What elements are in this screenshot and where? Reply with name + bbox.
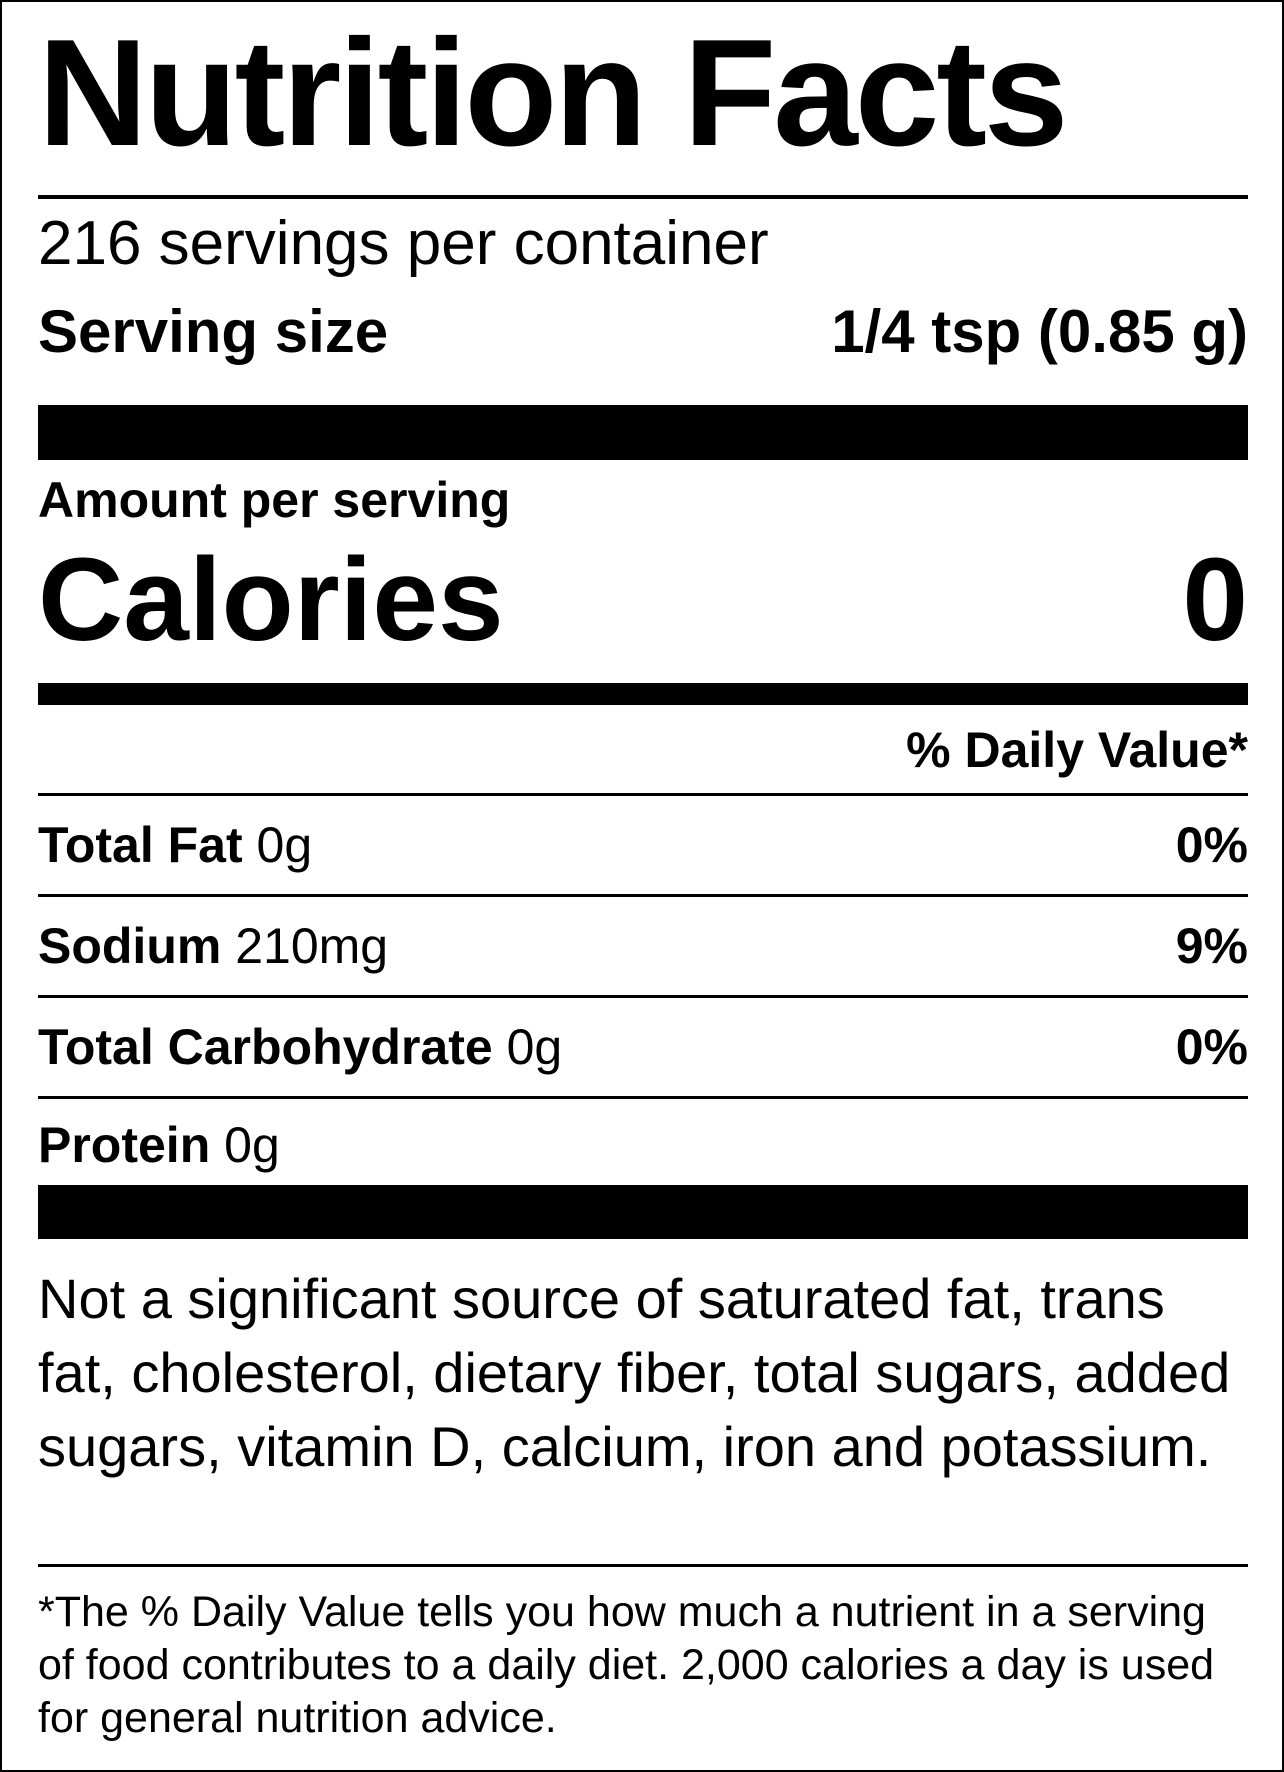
serving-size-row: Serving size 1/4 tsp (0.85 g) bbox=[38, 296, 1248, 368]
label-title: Nutrition Facts bbox=[38, 8, 1068, 178]
daily-value-footnote: *The % Daily Value tells you how much a … bbox=[38, 1588, 1215, 1742]
nutrient-amount: 0g bbox=[506, 1019, 563, 1075]
nutrient-amount: 0g bbox=[224, 1117, 280, 1173]
divider-thin bbox=[38, 1564, 1248, 1567]
calories-row: Calories 0 bbox=[38, 530, 1248, 670]
amount-per-serving: Amount per serving bbox=[38, 472, 511, 528]
divider-medium bbox=[38, 683, 1248, 705]
nutrient-name: Sodium bbox=[38, 918, 222, 974]
divider-thin bbox=[38, 1096, 1248, 1099]
calories-label: Calories bbox=[38, 534, 504, 666]
nutrient-name: Protein bbox=[38, 1117, 211, 1173]
calories-value: 0 bbox=[1182, 534, 1248, 666]
divider-thin bbox=[38, 894, 1248, 897]
nutrient-row-total-fat: Total Fat 0g 0% bbox=[38, 796, 1248, 894]
divider-thick bbox=[38, 405, 1248, 460]
nutrient-dv: 0% bbox=[1175, 1019, 1248, 1075]
divider-thin bbox=[38, 995, 1248, 998]
nutrient-amount: 210mg bbox=[235, 918, 389, 974]
serving-size-label: Serving size bbox=[38, 298, 389, 365]
nutrient-table: Total Fat 0g 0% Sodium 210mg 9% Total Ca… bbox=[38, 793, 1248, 1191]
nutrient-amount: 0g bbox=[256, 817, 313, 873]
nutrient-name: Total Fat bbox=[38, 817, 243, 873]
daily-value-header: % Daily Value* bbox=[906, 722, 1248, 778]
not-significant-statement: Not a significant source of saturated fa… bbox=[38, 1267, 1231, 1478]
divider-thick bbox=[38, 1185, 1248, 1239]
nutrient-row-sodium: Sodium 210mg 9% bbox=[38, 897, 1248, 995]
nutrient-dv: 0% bbox=[1175, 817, 1248, 873]
nutrient-row-total-carbohydrate: Total Carbohydrate 0g 0% bbox=[38, 998, 1248, 1096]
divider-thin bbox=[38, 195, 1248, 199]
serving-size-value: 1/4 tsp (0.85 g) bbox=[831, 298, 1248, 365]
nutrient-dv: 9% bbox=[1175, 918, 1248, 974]
nutrient-row-protein: Protein 0g bbox=[38, 1099, 1248, 1191]
divider-thin bbox=[38, 793, 1248, 796]
servings-per-container: 216 servings per container bbox=[38, 209, 769, 278]
nutrient-name: Total Carbohydrate bbox=[38, 1019, 493, 1075]
